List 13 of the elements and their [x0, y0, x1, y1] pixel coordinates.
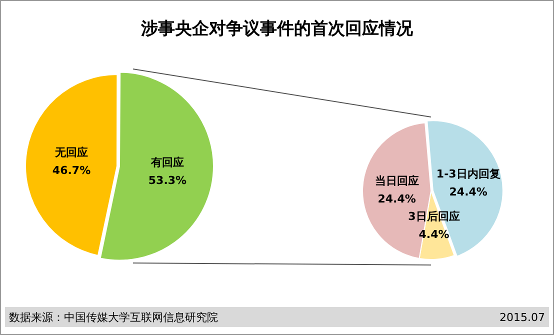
source-note: 数据来源：中国传媒大学互联网信息研究院	[9, 310, 218, 324]
text: 涉事央企对争议事件的首次回应情况	[140, 18, 414, 40]
slice-label: 无回应	[54, 146, 88, 160]
data-label: 24.4%	[449, 186, 488, 199]
slice-label: 有回应	[150, 156, 184, 170]
data-label: 24.4%	[378, 192, 416, 206]
slice-label: 1-3日内回复	[436, 168, 500, 181]
text: 2015.07	[500, 310, 545, 324]
data-label: 4.4%	[418, 228, 450, 241]
data-label: 53.3%	[148, 174, 187, 188]
slice-label: 当日回应	[374, 174, 419, 188]
slice-label: 3日后回应	[408, 210, 460, 223]
data-label: 46.7%	[52, 164, 91, 178]
